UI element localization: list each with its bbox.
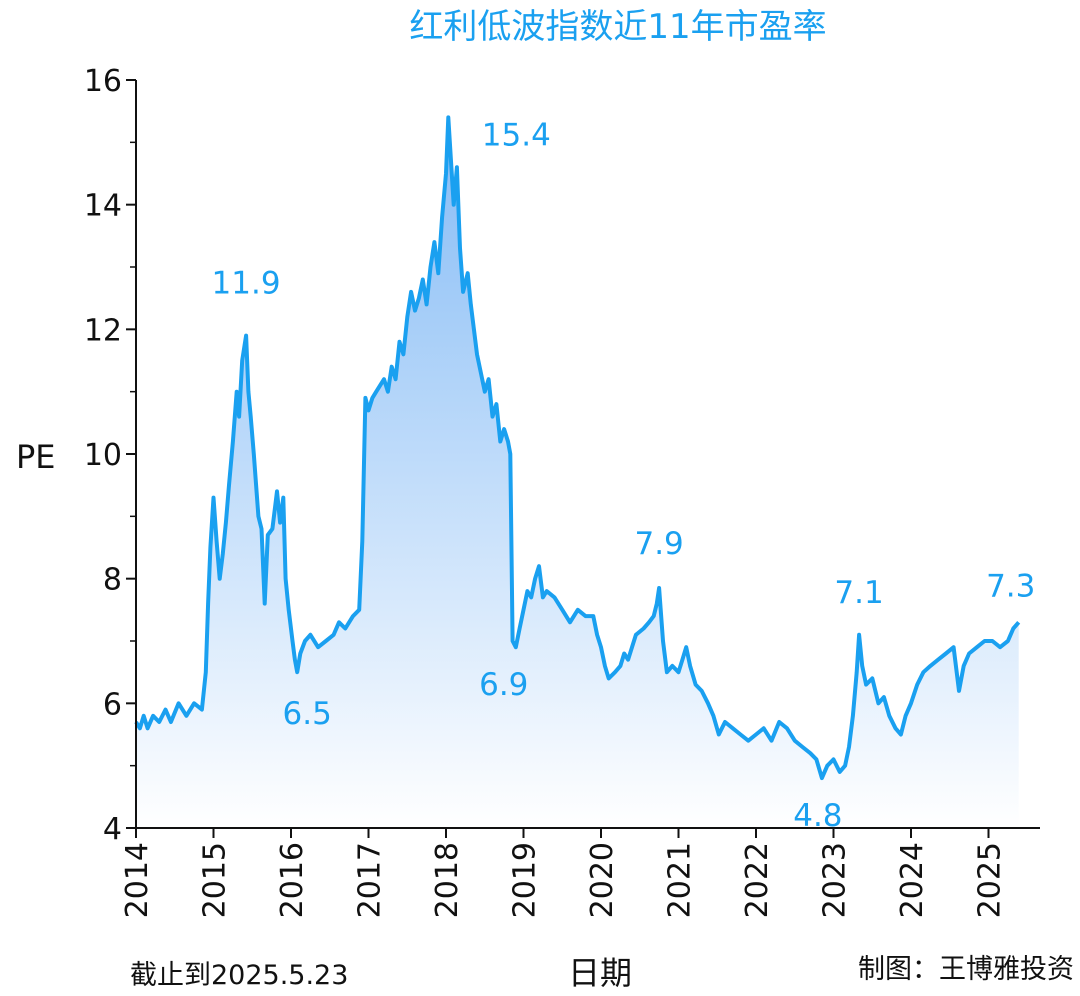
y-tick-label: 12 — [84, 313, 122, 348]
x-tick-label: 2016 — [275, 842, 310, 918]
x-tick-label: 2019 — [508, 842, 543, 918]
x-tick-label: 2024 — [895, 842, 930, 918]
y-axis-label: PE — [16, 438, 56, 476]
y-tick-label: 4 — [103, 812, 122, 847]
annotations: 11.9 6.5 15.4 6.9 7.9 4.8 7.1 7.3 — [212, 117, 1036, 834]
x-tick-label: 2021 — [663, 842, 698, 918]
annotation-label: 7.9 — [634, 526, 683, 562]
x-tick-label: 2018 — [430, 842, 465, 918]
chart-title: 红利低波指数近11年市盈率 — [409, 7, 826, 47]
annotation-label: 4.8 — [793, 798, 842, 834]
annotation-label: 15.4 — [482, 117, 551, 153]
y-ticks: 4 6 8 10 12 14 16 — [84, 64, 136, 847]
x-tick-label: 2022 — [740, 842, 775, 918]
x-tick-label: 2025 — [973, 842, 1008, 918]
y-tick-label: 16 — [84, 64, 122, 99]
annotation-label: 11.9 — [212, 266, 281, 302]
y-tick-label: 8 — [103, 563, 122, 598]
x-ticks: 2014 2015 2016 2017 2018 2019 2020 2021 2022 2023… — [120, 828, 1008, 918]
y-tick-label: 14 — [84, 189, 122, 224]
x-axis-label: 日期 — [568, 954, 632, 992]
pe-area-fill — [136, 117, 1019, 828]
footer-date-note: 截止到2025.5.23 — [130, 960, 348, 991]
y-tick-label: 6 — [103, 687, 122, 722]
x-tick-label: 2015 — [198, 842, 233, 918]
annotation-label: 6.5 — [283, 696, 332, 732]
footer-credit: 制图：王博雅投资 — [858, 954, 1074, 985]
x-tick-label: 2014 — [120, 842, 155, 918]
annotation-label: 7.1 — [834, 575, 883, 611]
x-tick-label: 2023 — [818, 842, 853, 918]
x-tick-label: 2017 — [353, 842, 388, 918]
y-tick-label: 10 — [84, 438, 122, 473]
pe-series-line — [134, 115, 1021, 781]
x-tick-label: 2020 — [585, 842, 620, 918]
annotation-label: 6.9 — [479, 667, 528, 703]
annotation-label: 7.3 — [986, 568, 1035, 604]
